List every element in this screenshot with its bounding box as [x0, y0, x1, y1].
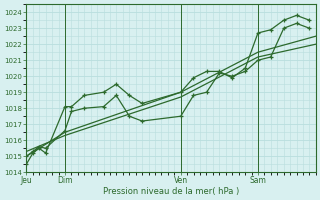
X-axis label: Pression niveau de la mer( hPa ): Pression niveau de la mer( hPa ) — [103, 187, 239, 196]
